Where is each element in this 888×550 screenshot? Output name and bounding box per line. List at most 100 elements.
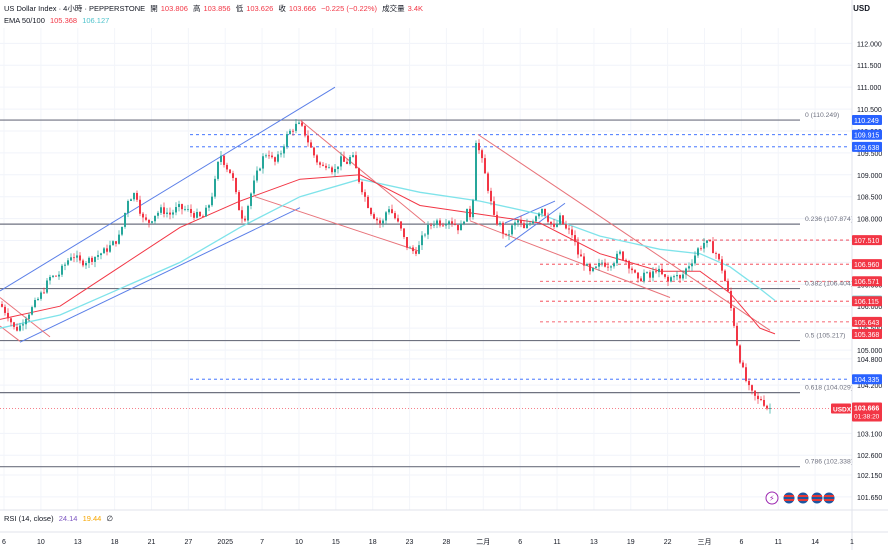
ema-legend[interactable]: EMA 50/100 105.368 106.127 xyxy=(4,16,110,25)
candle-body xyxy=(40,292,42,299)
candle-body xyxy=(91,257,93,262)
candle-body xyxy=(547,215,549,222)
candle-body xyxy=(409,247,411,249)
candle-body xyxy=(766,405,768,409)
candle-body xyxy=(670,277,672,282)
symbol-title[interactable]: US Dollar Index · 4小時 · PEPPERSTONE xyxy=(4,4,146,13)
x-tick-label: 10 xyxy=(295,539,303,546)
candle-body xyxy=(388,209,390,213)
rsi-legend[interactable]: RSI (14, close) 24.14 19.44 ∅ xyxy=(4,514,113,523)
candle-body xyxy=(463,221,465,224)
candle-body xyxy=(148,219,150,223)
candle-body xyxy=(178,204,180,208)
y-tick-label: 102.150 xyxy=(857,473,882,480)
candle-body xyxy=(439,220,441,226)
candle-body xyxy=(385,212,387,221)
candle-body xyxy=(622,251,624,260)
price-axis-badge-text: 106.571 xyxy=(854,279,879,286)
candle-body xyxy=(511,225,513,235)
candle-body xyxy=(394,213,396,219)
candle-body xyxy=(706,240,708,243)
y-tick-label: 110.500 xyxy=(857,107,882,114)
candle-body xyxy=(379,220,381,224)
candle-body xyxy=(721,259,723,271)
candle-body xyxy=(454,223,456,225)
candle-body xyxy=(562,215,564,225)
candle-body xyxy=(667,276,669,282)
candle-body xyxy=(4,306,6,313)
candle-body xyxy=(376,218,378,221)
candle-body xyxy=(124,212,126,227)
candle-body xyxy=(763,399,765,406)
candle-body xyxy=(691,263,693,267)
candle-body xyxy=(733,308,735,326)
price-axis-badge xyxy=(852,259,882,270)
candle-body xyxy=(286,134,288,147)
candle-body xyxy=(280,153,282,155)
candle-body xyxy=(514,222,516,226)
candle-body xyxy=(607,266,609,268)
candle-body xyxy=(250,193,252,206)
candle-body xyxy=(400,221,402,229)
y-tick-label: 103.100 xyxy=(857,431,882,438)
countdown-text: 01:38:20 xyxy=(854,414,880,421)
price-axis-badge xyxy=(852,235,882,246)
candle-body xyxy=(397,218,399,222)
lightning-icon xyxy=(765,491,779,505)
candle-body xyxy=(736,325,738,346)
candle-body xyxy=(550,221,552,225)
x-tick-label: 2025 xyxy=(217,539,233,546)
candle-body xyxy=(274,157,276,162)
candle-body xyxy=(631,268,633,271)
candle-body xyxy=(484,158,486,174)
candle-body xyxy=(226,164,228,170)
currency-label[interactable]: USD xyxy=(853,4,870,13)
candle-body xyxy=(523,223,525,229)
volume-value: 3.4K xyxy=(407,4,424,13)
candle-body xyxy=(139,199,141,214)
price-axis-badge-text: 107.510 xyxy=(854,238,879,245)
candle-body xyxy=(196,212,198,218)
flag-stripe xyxy=(824,495,834,497)
candle-body xyxy=(181,204,183,210)
symbol-badge xyxy=(831,403,851,414)
candle-body xyxy=(742,362,744,368)
candle-body xyxy=(322,164,324,166)
candle-body xyxy=(64,264,66,266)
candle-body xyxy=(7,312,9,319)
candle-body xyxy=(430,224,432,226)
candle-body xyxy=(502,222,504,234)
ema-lines xyxy=(0,174,776,335)
candle-body xyxy=(127,201,129,213)
candle-body xyxy=(184,209,186,210)
y-tick-label: 106.000 xyxy=(857,304,882,311)
price-axis-badge xyxy=(852,316,882,327)
candle-body xyxy=(544,208,546,216)
candle-body xyxy=(244,218,246,221)
candle-body xyxy=(499,222,501,225)
candle-body xyxy=(109,245,111,252)
candle-body xyxy=(472,200,474,218)
candle-body xyxy=(661,268,663,275)
x-tick-label: 6 xyxy=(2,539,6,546)
candle-body xyxy=(382,220,384,224)
high-value: 103.856 xyxy=(203,4,231,13)
candle-body xyxy=(403,228,405,238)
candle-body xyxy=(487,173,489,191)
x-tick-label: 27 xyxy=(184,539,192,546)
candle-body xyxy=(232,173,234,178)
candle-body xyxy=(739,345,741,363)
flag-stripe xyxy=(812,495,822,497)
candle-body xyxy=(640,278,642,282)
candle-body xyxy=(229,169,231,174)
candle-body xyxy=(193,213,195,218)
candle-body xyxy=(466,208,468,222)
x-tick-label: 1 xyxy=(850,539,854,546)
x-tick-label: 23 xyxy=(406,539,414,546)
price-axis-badge-text: 109.638 xyxy=(854,145,879,152)
candle-body xyxy=(769,408,771,410)
candle-body xyxy=(160,207,162,213)
candle-body xyxy=(316,155,318,163)
candle-body xyxy=(247,205,249,221)
